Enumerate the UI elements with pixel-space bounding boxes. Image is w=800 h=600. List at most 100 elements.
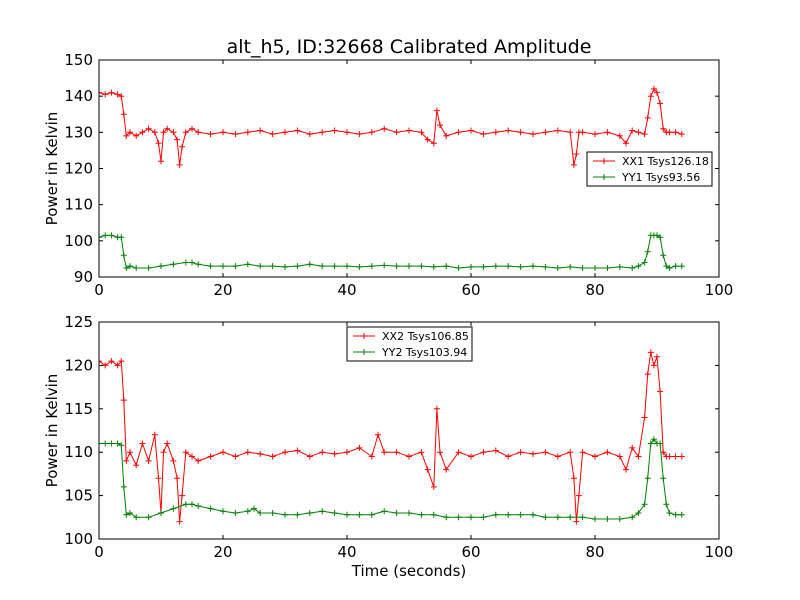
data-point: [160, 449, 167, 456]
data-point: [647, 349, 654, 356]
data-point: [641, 501, 648, 508]
x-tick-label: 100: [705, 543, 734, 561]
data-point: [579, 514, 586, 521]
data-point: [151, 129, 158, 136]
data-point: [641, 414, 648, 421]
data-point: [282, 129, 288, 136]
y-tick-label: 130: [64, 123, 93, 141]
y-tick-label: 105: [64, 487, 93, 505]
data-point: [629, 444, 636, 451]
data-point: [145, 514, 152, 521]
data-point: [517, 263, 524, 270]
data-point: [468, 263, 474, 270]
data-point: [623, 140, 629, 147]
data-point: [182, 129, 189, 136]
data-point: [517, 129, 524, 136]
chart-panel-2: 0 20 40 60 80 100 100 105 110 115 120 125 Power in K…: [43, 313, 733, 580]
data-point: [232, 453, 239, 460]
data-point: [331, 450, 338, 457]
data-point: [99, 234, 102, 241]
y-tick-label: 120: [64, 356, 93, 374]
data-point: [269, 510, 276, 516]
data-point: [114, 440, 121, 447]
x-tick-label: 20: [213, 543, 232, 561]
data-point: [282, 511, 288, 518]
data-point: [542, 514, 549, 521]
data-point: [573, 518, 580, 525]
data-point: [567, 449, 574, 456]
data-point: [220, 129, 226, 136]
data-point: [567, 514, 574, 521]
data-point: [393, 510, 400, 516]
data-point: [127, 129, 133, 136]
data-point: [244, 261, 251, 268]
data-point: [244, 449, 251, 456]
data-point: [468, 127, 474, 134]
data-point: [294, 263, 301, 270]
data-point: [654, 353, 660, 360]
data-point: [455, 265, 462, 271]
x-tick-label: 80: [585, 543, 604, 561]
data-point: [530, 131, 536, 138]
data-point: [604, 516, 611, 522]
data-point: [189, 501, 195, 508]
data-point: [220, 263, 226, 270]
legend-label: XX1 Tsys126.18: [622, 155, 709, 168]
data-point: [207, 505, 214, 512]
legend-marker: [601, 174, 607, 180]
data-point: [381, 262, 388, 269]
data-point: [232, 263, 239, 270]
data-point: [133, 265, 140, 271]
data-point: [120, 111, 127, 118]
data-point: [629, 127, 636, 134]
data-point: [635, 453, 642, 460]
data-point: [182, 259, 189, 266]
data-point: [356, 263, 363, 270]
data-point: [257, 450, 264, 457]
data-point: [480, 514, 487, 521]
data-point: [616, 453, 623, 460]
data-point: [127, 263, 133, 270]
data-point: [118, 442, 125, 449]
data-point: [170, 261, 177, 268]
data-point: [430, 140, 437, 147]
plot-area: [99, 349, 685, 525]
x-tick-label: 100: [705, 281, 734, 299]
data-point: [331, 127, 338, 134]
data-point: [393, 263, 400, 270]
y-axis-label: Power in Kelvin: [43, 374, 61, 488]
data-point: [294, 447, 301, 454]
data-point: [492, 129, 499, 136]
data-point: [480, 449, 487, 456]
data-point: [207, 263, 214, 270]
data-point: [269, 263, 276, 270]
data-point: [158, 510, 164, 516]
data-point: [430, 483, 437, 490]
data-point: [573, 151, 580, 157]
data-point: [480, 263, 487, 270]
data-point: [381, 125, 388, 132]
data-point: [644, 248, 651, 255]
data-point: [170, 129, 177, 136]
data-point: [155, 475, 162, 482]
data-point: [480, 131, 487, 138]
data-point: [629, 265, 636, 271]
x-tick-label: 0: [94, 543, 104, 561]
data-point: [424, 136, 431, 143]
data-point: [660, 252, 667, 259]
data-point: [195, 457, 202, 464]
data-point: [331, 263, 338, 270]
y-tick-label: 100: [64, 530, 93, 548]
data-point: [542, 449, 549, 456]
data-point: [530, 511, 536, 518]
data-point: [666, 453, 673, 460]
data-point: [657, 388, 664, 395]
data-point: [220, 508, 226, 515]
data-point: [575, 492, 582, 499]
data-point: [678, 511, 685, 518]
data-point: [294, 511, 301, 518]
data-point: [232, 131, 239, 138]
data-point: [433, 107, 440, 114]
data-point: [158, 263, 164, 270]
data-point: [133, 514, 140, 521]
